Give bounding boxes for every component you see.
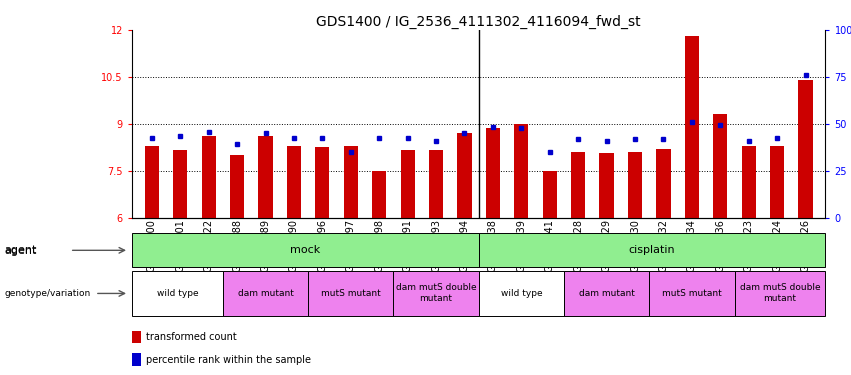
- Bar: [713, 114, 728, 218]
- Bar: [344, 146, 358, 218]
- Bar: [173, 150, 187, 217]
- Bar: [685, 36, 699, 218]
- Text: genotype/variation: genotype/variation: [4, 289, 90, 298]
- Text: mutS mutant: mutS mutant: [662, 289, 722, 298]
- Bar: [230, 155, 244, 218]
- Bar: [741, 146, 756, 218]
- Bar: [202, 136, 216, 218]
- Bar: [457, 133, 471, 218]
- Text: wild type: wild type: [500, 289, 542, 298]
- Bar: [287, 146, 301, 218]
- Bar: [798, 80, 813, 218]
- Text: wild type: wild type: [157, 289, 198, 298]
- Text: dam mutant: dam mutant: [579, 289, 635, 298]
- Text: cisplatin: cisplatin: [629, 245, 676, 255]
- Text: transformed count: transformed count: [146, 332, 237, 342]
- Bar: [393, 271, 478, 316]
- Bar: [132, 233, 478, 267]
- Bar: [401, 150, 414, 217]
- Text: agent: agent: [4, 245, 37, 255]
- Title: GDS1400 / IG_2536_4111302_4116094_fwd_st: GDS1400 / IG_2536_4111302_4116094_fwd_st: [317, 15, 641, 29]
- Bar: [315, 147, 329, 218]
- Bar: [734, 271, 825, 316]
- Bar: [571, 152, 585, 217]
- Bar: [308, 271, 393, 316]
- Text: agent: agent: [4, 246, 37, 255]
- Bar: [543, 171, 557, 217]
- Bar: [132, 331, 141, 344]
- Bar: [132, 271, 223, 316]
- Bar: [599, 153, 614, 218]
- Bar: [259, 136, 272, 218]
- Bar: [372, 171, 386, 217]
- Bar: [486, 128, 500, 217]
- Text: dam mutant: dam mutant: [237, 289, 294, 298]
- Text: dam mutS double
mutant: dam mutS double mutant: [740, 284, 820, 303]
- Bar: [649, 271, 734, 316]
- Bar: [429, 150, 443, 217]
- Text: percentile rank within the sample: percentile rank within the sample: [146, 354, 311, 364]
- Bar: [478, 233, 825, 267]
- Bar: [223, 271, 308, 316]
- Bar: [656, 149, 671, 217]
- Bar: [564, 271, 649, 316]
- Text: mutS mutant: mutS mutant: [321, 289, 380, 298]
- Bar: [514, 124, 528, 218]
- Bar: [478, 271, 564, 316]
- Text: dam mutS double
mutant: dam mutS double mutant: [396, 284, 477, 303]
- Bar: [145, 146, 159, 218]
- Text: mock: mock: [290, 245, 321, 255]
- Bar: [132, 353, 141, 366]
- Bar: [628, 152, 643, 217]
- Bar: [770, 146, 785, 218]
